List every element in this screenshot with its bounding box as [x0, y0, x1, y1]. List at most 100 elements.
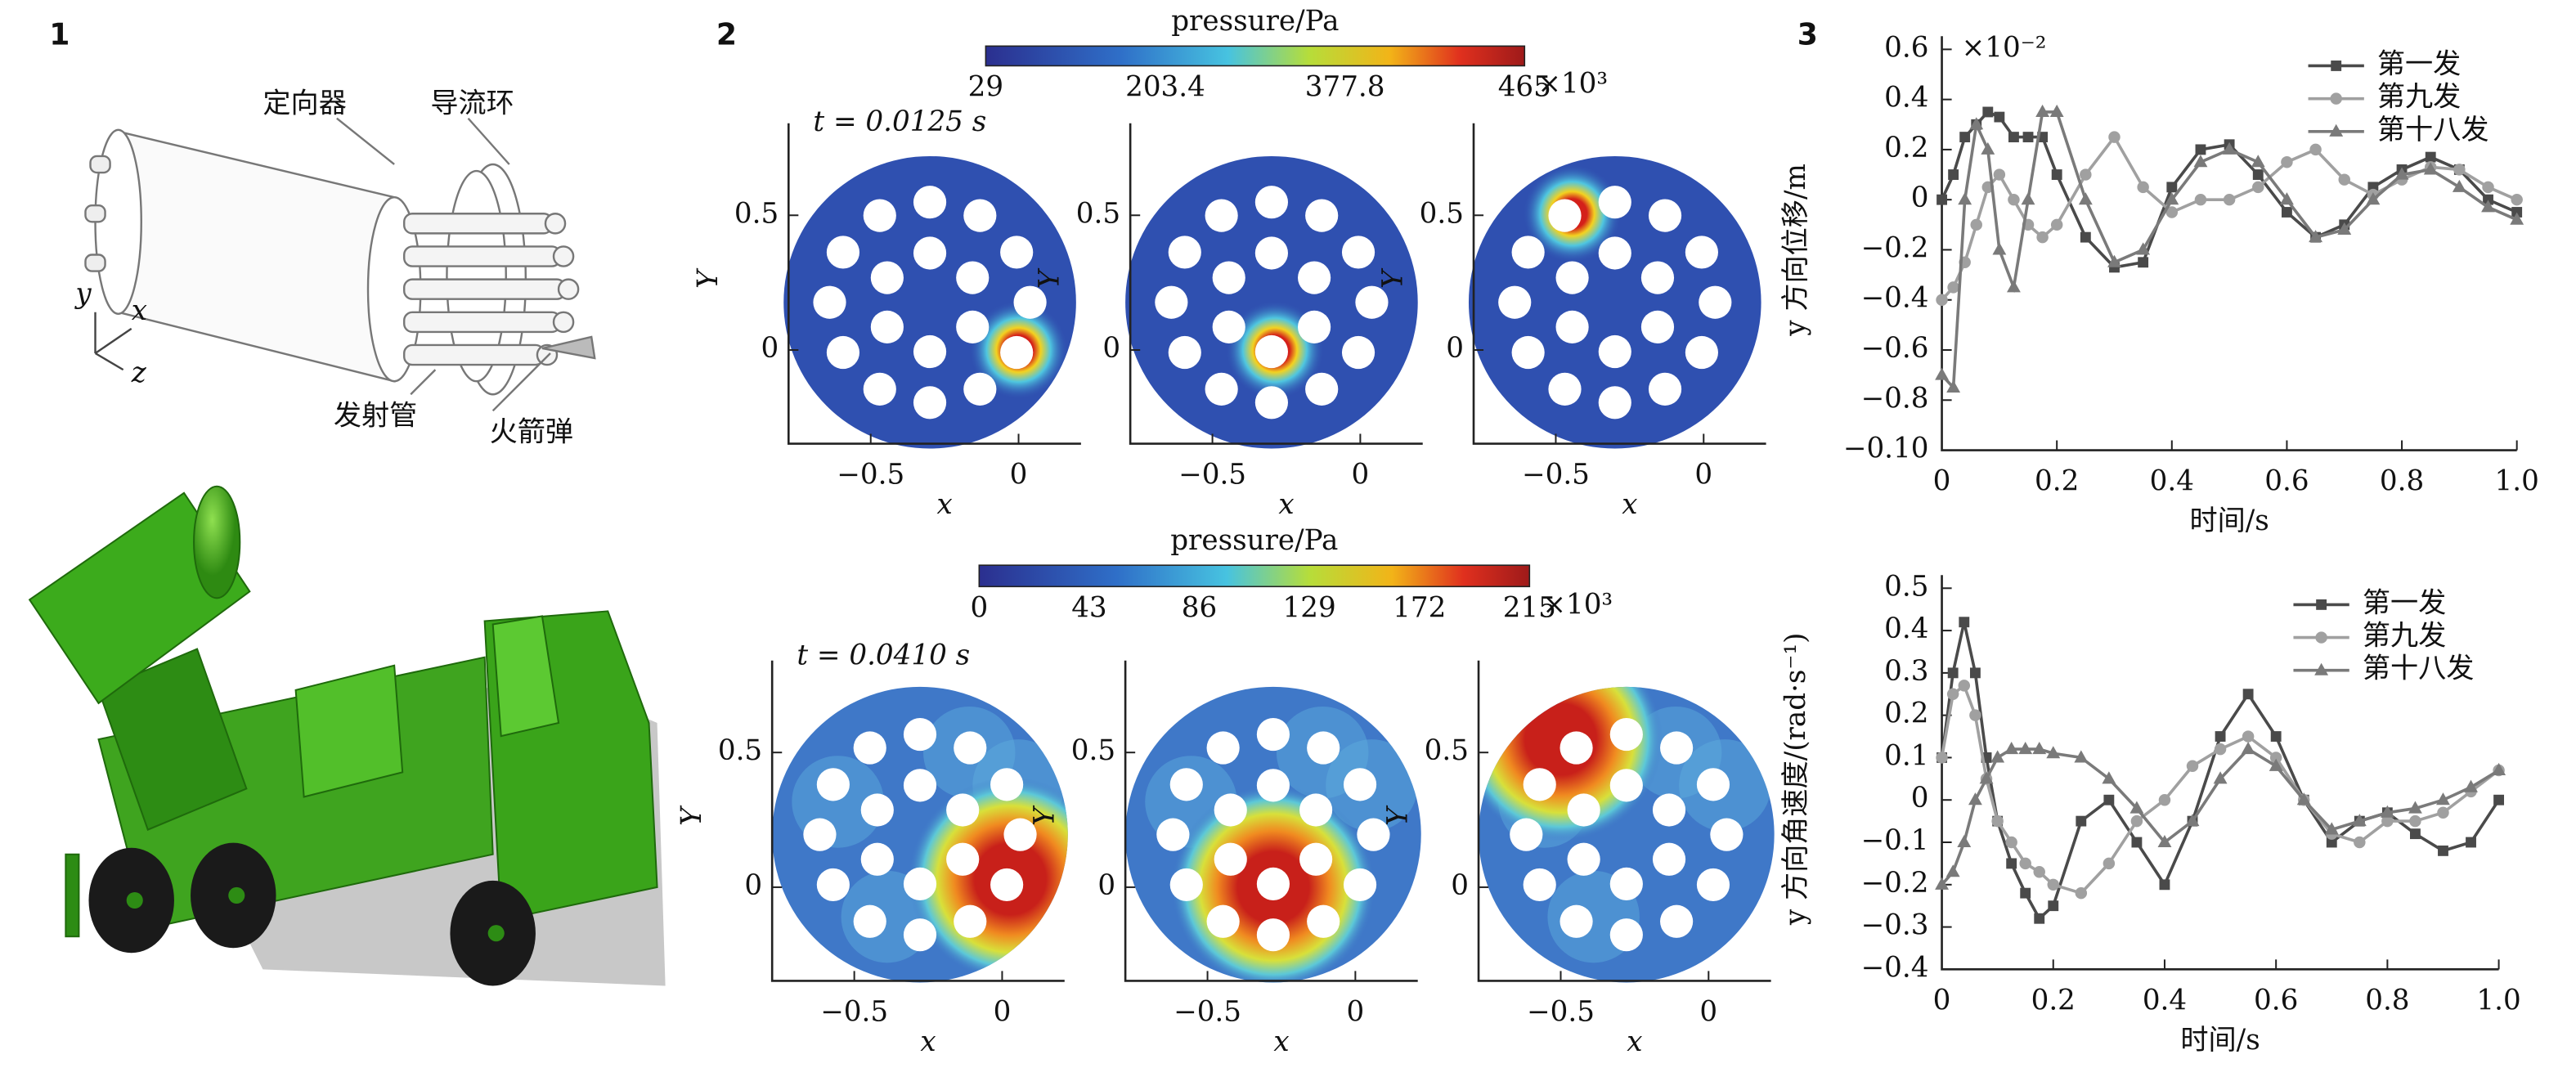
marker: [2493, 794, 2505, 805]
y-tick-label: −0.4: [1861, 282, 1929, 315]
x-tick-label: −0.5: [1527, 996, 1595, 1029]
legend-label: 第一发: [2363, 586, 2446, 619]
marker: [2270, 731, 2282, 742]
colorbar-tick-label: 0: [970, 591, 988, 624]
marker: [2452, 179, 2466, 192]
marker: [2316, 599, 2327, 610]
marker: [2453, 164, 2466, 176]
panel-label: 1: [49, 16, 70, 52]
marker: [2309, 143, 2322, 156]
hole: [1640, 261, 1675, 294]
marker: [2464, 779, 2478, 792]
marker: [2296, 792, 2311, 805]
marker: [2251, 155, 2265, 168]
hole: [1341, 335, 1376, 370]
hole: [913, 186, 947, 219]
hole: [1298, 310, 1331, 343]
launcher-drawing: [84, 117, 596, 412]
x-tick-label: 0: [1346, 996, 1364, 1029]
hole: [956, 310, 990, 343]
hole: [903, 769, 937, 802]
marker: [2511, 207, 2523, 218]
hole: [1523, 768, 1556, 801]
hole: [1696, 768, 1730, 801]
x-tick-label: 0.4: [2150, 465, 2194, 498]
marker: [2074, 750, 2089, 763]
marker: [2049, 104, 2064, 117]
marker: [2409, 828, 2421, 840]
hole: [1299, 793, 1333, 827]
hole: [813, 285, 846, 319]
axis-label: x: [132, 294, 147, 327]
legend-label: 第九发: [2363, 620, 2446, 653]
part-label: 导流环: [430, 88, 514, 120]
marker: [2381, 814, 2394, 828]
marker: [1982, 106, 1994, 118]
colorbar-tick-label: 377.8: [1305, 71, 1385, 104]
marker: [1959, 617, 1970, 628]
marker: [2354, 836, 2366, 849]
x-axis-label: x: [920, 1025, 936, 1058]
marker: [2046, 746, 2061, 759]
hole: [1003, 818, 1037, 851]
x-tick-label: 0: [1933, 465, 1951, 498]
marker: [2281, 155, 2293, 168]
x-tick-label: 0: [1933, 985, 1951, 1017]
y-axis-label: Y: [1382, 805, 1415, 826]
legend-label: 第十八发: [2363, 653, 2475, 685]
legend-label: 第九发: [2377, 81, 2461, 114]
hole: [803, 818, 837, 851]
marker: [2329, 123, 2344, 137]
hole: [913, 386, 947, 420]
x-tick-label: −0.5: [820, 996, 888, 1029]
hole: [1256, 867, 1290, 900]
x-tick-label: 0.8: [2380, 465, 2424, 498]
hole: [1511, 236, 1545, 269]
marker: [2337, 222, 2352, 235]
hole: [1206, 731, 1240, 765]
hole: [1205, 199, 1238, 232]
marker: [2193, 155, 2208, 168]
x-tick-label: 0.2: [2031, 985, 2076, 1017]
hole: [1168, 236, 1201, 269]
hole: [1685, 335, 1718, 370]
marker: [1947, 667, 1959, 679]
hole: [963, 372, 997, 406]
hole: [826, 335, 860, 370]
marker: [1969, 667, 1981, 679]
y-tick-label: 0.1: [1884, 739, 1928, 772]
y-tick-label: 0: [1451, 869, 1469, 902]
marker: [2021, 192, 2035, 205]
hole: [1254, 334, 1288, 369]
marker: [2007, 280, 2021, 293]
marker: [1945, 864, 1960, 877]
x-tick-label: 0.8: [2365, 985, 2409, 1017]
marker: [2195, 144, 2206, 155]
hole: [1648, 372, 1682, 406]
hole: [903, 918, 937, 952]
hole: [1699, 285, 1732, 319]
marker: [1992, 242, 2007, 255]
marker: [2033, 866, 2045, 878]
x-axis-label: x: [1622, 488, 1637, 521]
colorbar-tick-label: 129: [1283, 591, 1336, 624]
colorbar-tick-label: 215: [1503, 591, 1556, 624]
y-tick-label: −0.8: [1861, 382, 1929, 415]
truck: [28, 485, 666, 986]
marker: [2338, 173, 2350, 186]
hole: [1652, 842, 1686, 876]
hole: [1652, 793, 1686, 827]
hole: [1660, 731, 1694, 765]
y-tick-label: 0.3: [1884, 655, 1928, 688]
y-tick-label: 0.6: [1884, 31, 1928, 64]
y-tick-label: 0.5: [1420, 197, 1464, 230]
hole: [1357, 818, 1390, 851]
y-tick-label: −0.3: [1861, 909, 1929, 942]
hole: [1598, 236, 1631, 270]
y-tick-label: 0.5: [1076, 197, 1120, 230]
hole: [1256, 769, 1290, 802]
x-axis-label: 时间/s: [2189, 505, 2269, 537]
x-tick-label: −0.5: [1174, 996, 1241, 1029]
hole: [826, 236, 860, 269]
